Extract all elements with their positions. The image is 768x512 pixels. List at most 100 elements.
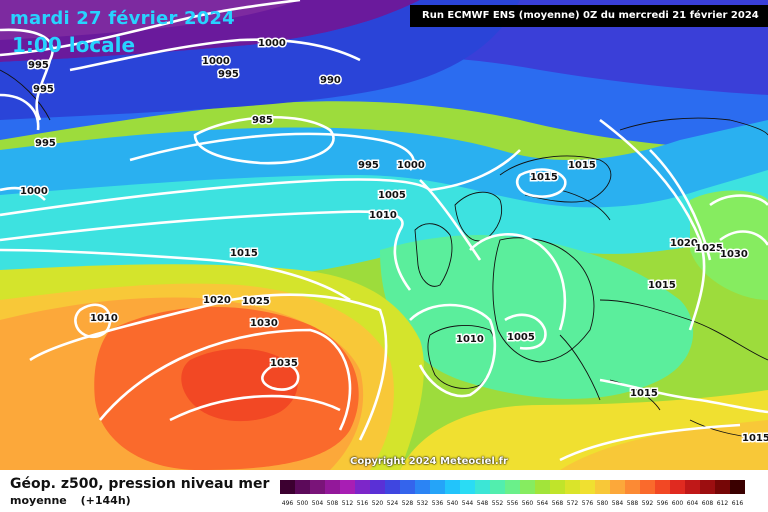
- map-footer: Géop. z500, pression niveau mer moyenne …: [0, 470, 768, 512]
- legend-tick-label: 572: [567, 500, 579, 507]
- legend-tick-label: 580: [597, 500, 609, 507]
- legend-swatch: [295, 480, 310, 494]
- isobar-label: 995: [33, 84, 54, 95]
- legend-swatch: [460, 480, 475, 494]
- legend-tick-label: 576: [582, 500, 594, 507]
- forecast-date: mardi 27 février 2024: [10, 8, 235, 29]
- legend-swatch: [430, 480, 445, 494]
- isobar-label: 1015: [230, 248, 258, 259]
- legend-swatch: [565, 480, 580, 494]
- legend-tick-label: 608: [702, 500, 714, 507]
- legend-tick-label: 604: [687, 500, 699, 507]
- legend-tick-label: 556: [507, 500, 519, 507]
- isobar-label: 1015: [742, 433, 768, 444]
- legend-swatch: [355, 480, 370, 494]
- legend-tick-label: 596: [657, 500, 669, 507]
- color-legend: 496 500 504 508 512 516 520 524 528 532 536 540 544 5…: [280, 480, 745, 507]
- isobar-label: 1000: [202, 56, 230, 67]
- legend-swatch: [700, 480, 715, 494]
- isobar-label: 1020: [670, 238, 698, 249]
- isobar-label: 995: [35, 138, 56, 149]
- legend-swatch: [445, 480, 460, 494]
- forecast-time: 1:00 locale: [12, 33, 136, 57]
- legend-swatch: [415, 480, 430, 494]
- forecast-map: 995 995 995 1000 1000 1000 995 990 985 9…: [0, 0, 768, 470]
- lead-time: (+144h): [80, 494, 131, 507]
- copyright-notice: Copyright 2024 Meteociel.fr: [350, 456, 508, 467]
- legend-swatch: [340, 480, 355, 494]
- legend-swatch: [490, 480, 505, 494]
- legend-tick-label: 524: [387, 500, 399, 507]
- isobar-label: 990: [320, 75, 341, 86]
- legend-tick-label: 520: [372, 500, 384, 507]
- isobar-label: 1025: [695, 243, 723, 254]
- legend-swatch: [475, 480, 490, 494]
- isobar-label: 1030: [250, 318, 278, 329]
- isobar-label: 1015: [568, 160, 596, 171]
- legend-tick-label: 612: [717, 500, 729, 507]
- isobar-label: 1010: [456, 334, 484, 345]
- legend-swatch: [400, 480, 415, 494]
- legend-tick-label: 536: [432, 500, 444, 507]
- isobar-label: 1035: [270, 358, 298, 369]
- legend-tick-label: 528: [402, 500, 414, 507]
- coastlines: [0, 69, 768, 441]
- isobar-label: 1015: [648, 280, 676, 291]
- legend-swatch: [535, 480, 550, 494]
- legend-tick-label: 560: [522, 500, 534, 507]
- isobar-label: 1015: [530, 172, 558, 183]
- legend-tick-label: 564: [537, 500, 549, 507]
- legend-tick-label: 600: [672, 500, 684, 507]
- legend-swatch: [610, 480, 625, 494]
- legend-swatch: [595, 480, 610, 494]
- legend-swatch: [505, 480, 520, 494]
- isobar-label: 985: [252, 115, 273, 126]
- isobar-label: 1015: [630, 388, 658, 399]
- legend-tick-label: 540: [447, 500, 459, 507]
- legend-tick-label: 516: [357, 500, 369, 507]
- isobar-label: 1020: [203, 295, 231, 306]
- isobar-label: 1010: [90, 313, 118, 324]
- legend-tick-label: 504: [312, 500, 324, 507]
- isobar-label: 1025: [242, 296, 270, 307]
- legend-swatch: [385, 480, 400, 494]
- legend-swatch: [520, 480, 535, 494]
- legend-swatch: [670, 480, 685, 494]
- isobar-label: 995: [28, 60, 49, 71]
- legend-swatch: [550, 480, 565, 494]
- legend-tick-label: 496: [282, 500, 294, 507]
- legend-swatch: [370, 480, 385, 494]
- legend-tick-label: 508: [327, 500, 339, 507]
- legend-swatch: [640, 480, 655, 494]
- isobars: [0, 0, 768, 462]
- map-canvas: 995 995 995 1000 1000 1000 995 990 985 9…: [0, 0, 768, 470]
- legend-swatch: [730, 480, 745, 494]
- isobar-label: 1005: [507, 332, 535, 343]
- legend-swatch: [685, 480, 700, 494]
- legend-swatch: [580, 480, 595, 494]
- legend-tick-label: 500: [297, 500, 309, 507]
- legend-tick-label: 544: [462, 500, 474, 507]
- legend-tick-label: 584: [612, 500, 624, 507]
- legend-swatch: [655, 480, 670, 494]
- legend-tick-label: 568: [552, 500, 564, 507]
- product-variant: moyenne: [10, 494, 67, 507]
- legend-swatch: [310, 480, 325, 494]
- legend-swatch: [280, 480, 295, 494]
- legend-tick-label: 512: [342, 500, 354, 507]
- isobar-label: 1000: [258, 38, 286, 49]
- isobar-label: 995: [358, 160, 379, 171]
- legend-tick-label: 592: [642, 500, 654, 507]
- isobar-label: 1005: [378, 190, 406, 201]
- legend-tick-label: 552: [492, 500, 504, 507]
- isobar-labels: 995 995 995 1000 1000 1000 995 990 985 9…: [19, 37, 768, 446]
- legend-swatch: [625, 480, 640, 494]
- legend-tick-label: 616: [732, 500, 744, 507]
- legend-tick-label: 532: [417, 500, 429, 507]
- isobar-label: 1000: [397, 160, 425, 171]
- legend-swatch: [715, 480, 730, 494]
- isobar-label: 1030: [720, 249, 748, 260]
- run-info-banner: Run ECMWF ENS (moyenne) 0Z du mercredi 2…: [410, 5, 768, 27]
- isobar-label: 995: [218, 69, 239, 80]
- isobar-label: 1000: [20, 186, 48, 197]
